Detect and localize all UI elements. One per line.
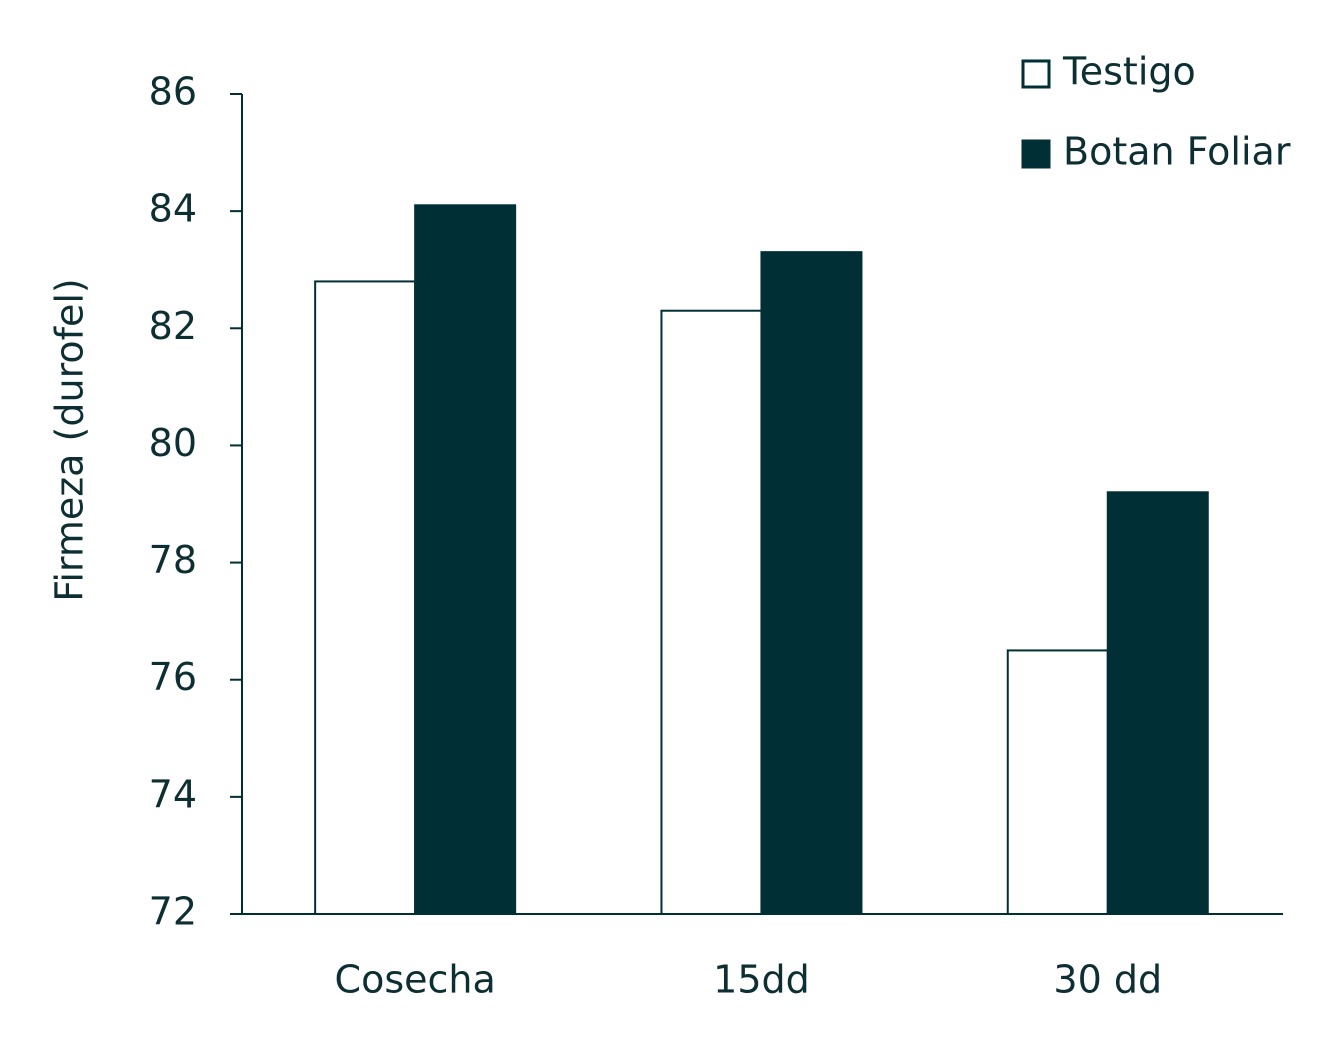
bar (1006, 649, 1109, 916)
x-tick-label: Cosecha (335, 958, 496, 1002)
bar (760, 251, 863, 915)
y-tick-label: 84 (149, 187, 197, 231)
legend-swatch (1021, 59, 1051, 89)
x-tick-label: 30 dd (1053, 958, 1162, 1002)
bar (1106, 491, 1209, 915)
bar (414, 204, 517, 916)
bar (314, 280, 417, 915)
bar (660, 309, 763, 915)
x-tick-label: 15dd (713, 958, 810, 1002)
legend-label: Botan Foliar (1063, 130, 1291, 174)
legend-label: Testigo (1062, 50, 1196, 94)
y-tick-label: 72 (149, 890, 197, 934)
y-tick-label: 76 (149, 655, 197, 699)
y-tick-label: 86 (149, 70, 197, 114)
legend-swatch (1021, 139, 1051, 169)
y-tick-label: 82 (149, 304, 197, 348)
y-tick-label: 80 (149, 421, 197, 465)
y-tick-label: 74 (149, 772, 197, 816)
y-tick-label: 78 (149, 538, 197, 582)
y-axis-label: Firmeza (durofel) (48, 278, 92, 602)
